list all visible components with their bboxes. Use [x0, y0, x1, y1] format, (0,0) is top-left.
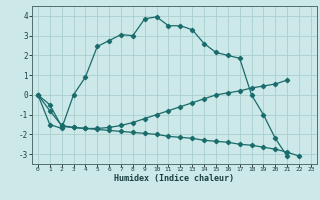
X-axis label: Humidex (Indice chaleur): Humidex (Indice chaleur) [115, 174, 234, 183]
